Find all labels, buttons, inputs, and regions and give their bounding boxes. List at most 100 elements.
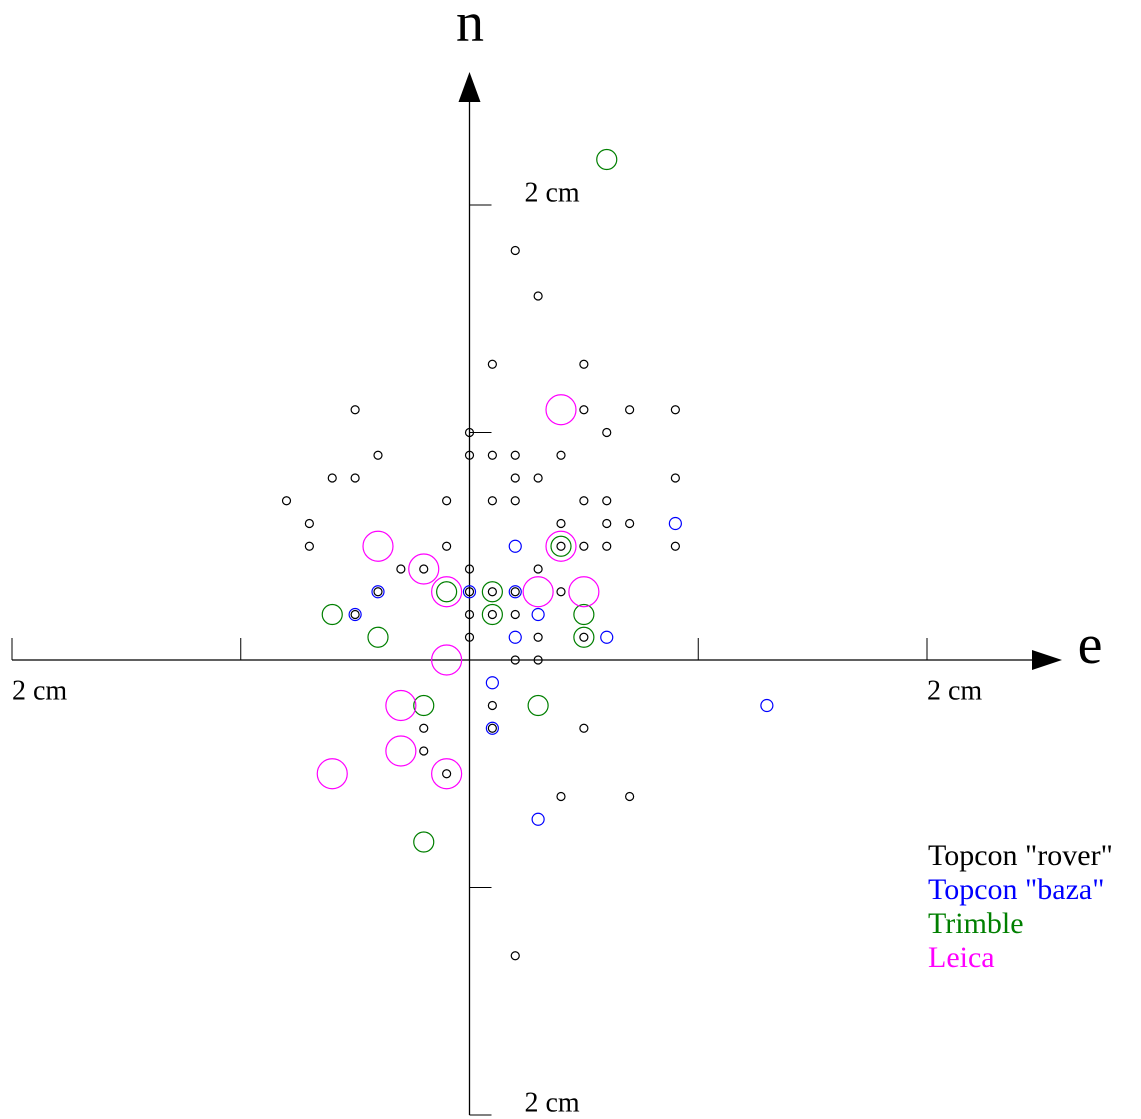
point (487, 609, 497, 620)
y-tick-label: 2 cm (525, 177, 580, 208)
point (556, 541, 566, 551)
point (431, 576, 463, 608)
point (362, 530, 394, 562)
point (596, 148, 618, 171)
point (321, 603, 343, 626)
point (419, 564, 429, 574)
point (579, 541, 589, 551)
point (510, 473, 520, 483)
point (600, 630, 614, 644)
point (568, 576, 600, 608)
point (481, 603, 503, 626)
point (371, 585, 385, 599)
point (350, 609, 360, 620)
point (625, 518, 635, 529)
point (556, 450, 566, 460)
point (442, 496, 452, 506)
point (625, 405, 635, 415)
point (487, 359, 497, 369)
point (556, 518, 566, 529)
legend-entry: Topcon "baza" (928, 873, 1104, 906)
point (533, 473, 543, 483)
point (442, 769, 452, 779)
point (545, 394, 577, 426)
point (408, 553, 440, 585)
point (556, 587, 566, 597)
point (760, 698, 774, 713)
point (533, 564, 543, 574)
point (487, 496, 497, 506)
point (579, 632, 589, 642)
point (579, 723, 589, 733)
point (304, 541, 314, 551)
point (668, 516, 682, 531)
point (550, 535, 572, 557)
point (431, 758, 463, 790)
point (602, 541, 612, 551)
point (367, 626, 389, 648)
x-tick-label: 2 cm (12, 675, 67, 706)
point (413, 694, 435, 717)
point (573, 626, 595, 648)
point (602, 496, 612, 506)
point (510, 496, 520, 506)
point (316, 758, 348, 790)
point (602, 427, 612, 438)
point (602, 518, 612, 529)
point (510, 245, 520, 256)
point (419, 723, 429, 733)
point (508, 630, 522, 644)
point (396, 564, 406, 574)
point (670, 405, 680, 415)
point (281, 496, 292, 506)
point (527, 694, 549, 717)
point (481, 581, 503, 603)
point (373, 450, 383, 460)
y-axis-label: n (456, 0, 484, 54)
point (350, 405, 360, 415)
point (431, 644, 463, 676)
point (487, 723, 497, 733)
point (533, 291, 543, 301)
point (533, 655, 543, 665)
point (464, 427, 475, 438)
point (462, 585, 477, 599)
point (508, 585, 522, 599)
y-tick-label: 2 cm (525, 1087, 580, 1118)
point (625, 791, 635, 802)
point (385, 735, 417, 767)
point (579, 496, 589, 506)
point (579, 405, 589, 415)
point (579, 359, 589, 369)
x-axis-label: e (1078, 614, 1103, 676)
point (487, 587, 497, 597)
point (464, 632, 475, 642)
point (510, 587, 520, 597)
y-arrow (458, 72, 481, 102)
legend-entry: Trimble (928, 907, 1024, 940)
point (487, 450, 497, 460)
point (373, 587, 383, 597)
point (510, 655, 520, 665)
point (436, 581, 458, 603)
point (419, 746, 429, 756)
point (556, 791, 566, 802)
x-arrow (1032, 650, 1062, 670)
point (510, 609, 520, 620)
point (464, 564, 475, 574)
point (485, 676, 499, 690)
point (487, 700, 497, 711)
point (508, 539, 522, 553)
legend-entry: Topcon "rover" (928, 839, 1113, 872)
point (670, 541, 680, 551)
point (348, 607, 362, 622)
point (531, 607, 545, 622)
point (573, 603, 595, 626)
point (442, 541, 452, 551)
point (485, 721, 499, 735)
point (464, 450, 475, 460)
point (531, 812, 545, 826)
x-tick-label: 2 cm (927, 675, 982, 706)
point (464, 587, 475, 597)
